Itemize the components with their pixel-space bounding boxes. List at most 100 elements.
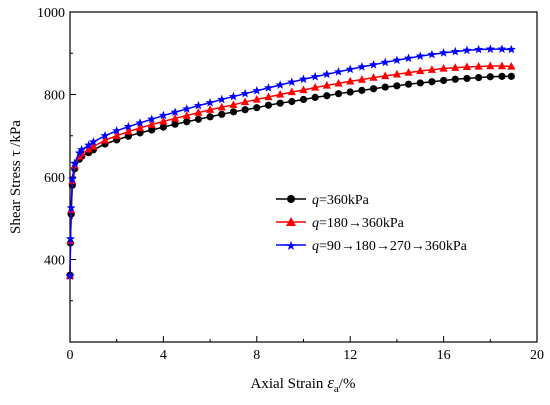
- x-tick-label: 4: [160, 348, 167, 363]
- data-point-star: [147, 114, 157, 124]
- data-point-triangle: [474, 61, 483, 70]
- x-tick-label: 16: [437, 348, 451, 363]
- legend-marker-star: ★: [285, 238, 297, 253]
- data-point-star: [112, 126, 122, 135]
- data-point-star: [485, 44, 495, 54]
- x-axis-title-subscript: a: [334, 383, 339, 395]
- data-point-star: [84, 140, 94, 150]
- data-point-star: [345, 64, 355, 74]
- ticks-layer: 0 4 8 12 16 20 400 600 800 1000: [37, 6, 544, 363]
- data-point-triangle: [206, 105, 215, 113]
- data-point-triangle: [241, 97, 250, 106]
- data-point-circle: [171, 120, 179, 128]
- y-tick-label: 600: [44, 171, 65, 186]
- data-point-circle: [334, 90, 343, 98]
- data-point-circle: [440, 76, 448, 85]
- plot-frame: [69, 11, 538, 343]
- data-point-triangle: [369, 73, 378, 81]
- data-point-star: [67, 174, 77, 183]
- data-point-circle: [323, 92, 331, 100]
- data-point-circle: [381, 83, 389, 91]
- data-point-triangle: [334, 78, 343, 87]
- data-point-triangle: [486, 61, 495, 70]
- data-point-star: [65, 271, 75, 280]
- data-point-circle: [451, 75, 459, 83]
- data-point-triangle: [264, 92, 273, 101]
- data-point-star: [170, 107, 180, 117]
- data-point-triangle: [194, 108, 203, 116]
- y-axis-title: Shear Stress τ /kPa: [8, 120, 24, 234]
- legend-label-suffix: =90→180→270→360kPa: [319, 239, 468, 254]
- data-point-triangle: [392, 69, 401, 78]
- data-point-star: [70, 158, 80, 168]
- legend-label-prefix: q: [312, 239, 319, 254]
- data-point-star: [404, 53, 414, 63]
- y-tick-label: 400: [44, 254, 65, 269]
- data-point-circle: [498, 72, 506, 80]
- data-point-triangle: [507, 61, 516, 70]
- data-point-triangle: [89, 141, 98, 150]
- data-point-triangle: [229, 100, 238, 108]
- data-point-star: [462, 45, 472, 55]
- data-point-circle: [229, 108, 238, 116]
- data-point-star: [158, 110, 168, 120]
- data-point-star: [240, 88, 250, 98]
- data-point-star: [322, 69, 332, 79]
- data-point-star: [380, 57, 390, 67]
- data-point-triangle: [416, 66, 425, 75]
- data-point-triangle: [357, 75, 366, 83]
- legend-label: q=90→180→270→360kPa: [312, 239, 468, 254]
- data-point-star: [182, 104, 192, 113]
- x-tick-label: 0: [67, 348, 74, 363]
- x-tick-label: 12: [343, 348, 357, 363]
- data-point-triangle: [439, 64, 448, 72]
- data-point-circle: [346, 88, 354, 96]
- data-point-star: [298, 74, 309, 84]
- data-point-triangle: [287, 87, 296, 96]
- x-axis-title-text: Axial Strain: [251, 376, 328, 392]
- data-point-triangle: [84, 144, 93, 153]
- data-point-star: [415, 51, 425, 61]
- legend-entry: ★ q=90→180→270→360kPa: [276, 238, 468, 254]
- series-layer: [65, 44, 516, 280]
- data-point-circle: [463, 74, 471, 83]
- data-point-star: [287, 77, 297, 87]
- data-point-star: [439, 48, 449, 57]
- data-point-triangle: [182, 111, 191, 119]
- data-point-circle: [253, 104, 261, 112]
- data-point-star: [123, 121, 133, 131]
- legend-label-suffix: =360kPa: [319, 193, 370, 208]
- data-point-triangle: [252, 94, 261, 103]
- data-point-star: [333, 67, 344, 76]
- data-point-triangle: [147, 120, 156, 128]
- data-point-star: [193, 100, 203, 110]
- x-axis-title-symbol: ε: [327, 373, 334, 392]
- data-point-star: [474, 44, 484, 54]
- legend-label: q=180→360kPa: [312, 216, 405, 231]
- data-point-star: [497, 44, 507, 54]
- data-point-triangle: [299, 85, 308, 94]
- data-point-triangle: [346, 76, 355, 85]
- data-point-triangle: [451, 63, 460, 71]
- data-point-triangle: [112, 131, 121, 139]
- legend: q=360kPa q=180→360kPa ★ q=90→180→270→360…: [276, 193, 468, 254]
- data-point-triangle: [322, 80, 331, 89]
- data-point-star: [88, 137, 98, 146]
- data-point-circle: [276, 99, 284, 107]
- data-point-circle: [241, 106, 249, 114]
- data-point-star: [368, 60, 379, 69]
- data-point-circle: [393, 82, 401, 90]
- data-point-star: [135, 118, 145, 127]
- data-point-circle: [475, 73, 483, 82]
- legend-label-prefix: q: [312, 216, 319, 231]
- data-point-circle: [206, 113, 214, 121]
- legend-marker-triangle: [286, 217, 296, 226]
- data-point-triangle: [311, 82, 320, 91]
- legend-entry: q=180→360kPa: [276, 216, 405, 231]
- data-point-triangle: [404, 68, 413, 76]
- data-point-triangle: [497, 61, 507, 70]
- data-point-triangle: [462, 62, 471, 71]
- data-point-circle: [486, 73, 494, 81]
- legend-label-suffix: =180→360kPa: [319, 216, 405, 231]
